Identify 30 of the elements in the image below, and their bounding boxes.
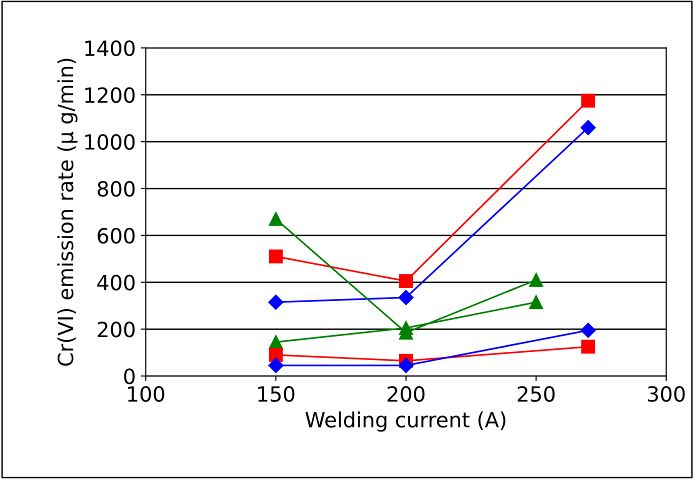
point	[268, 250, 283, 264]
point	[268, 348, 283, 362]
x-tick-label: 200	[388, 386, 424, 402]
y-axis-title: Cr(VI) emission rate (μ g/min)	[57, 58, 78, 366]
y-tick-label: 1200	[85, 87, 135, 103]
point	[398, 290, 414, 306]
point	[529, 295, 544, 310]
x-tick-label: 100	[128, 386, 164, 402]
point	[581, 340, 596, 354]
point	[399, 321, 413, 335]
y-tick-label: 0	[124, 368, 135, 384]
y-tick-label: 600	[98, 228, 135, 244]
y-tick-label: 1400	[85, 40, 135, 56]
point	[581, 94, 596, 108]
point	[398, 358, 414, 374]
x-axis-title: Welding current (A)	[306, 411, 506, 432]
point	[580, 120, 596, 136]
x-tick-label: 150	[258, 386, 294, 402]
y-tick-label: 800	[98, 180, 135, 197]
point	[399, 274, 413, 288]
point	[268, 212, 283, 226]
y-tick-label: 400	[97, 274, 135, 290]
y-tick-label: 200	[98, 322, 135, 338]
y-tick-label: 1000	[85, 134, 135, 150]
point	[580, 322, 596, 338]
x-tick-label: 250	[518, 386, 555, 402]
point	[268, 358, 284, 374]
point	[268, 294, 284, 310]
point	[529, 272, 544, 287]
x-tick-label: 300	[648, 386, 685, 402]
